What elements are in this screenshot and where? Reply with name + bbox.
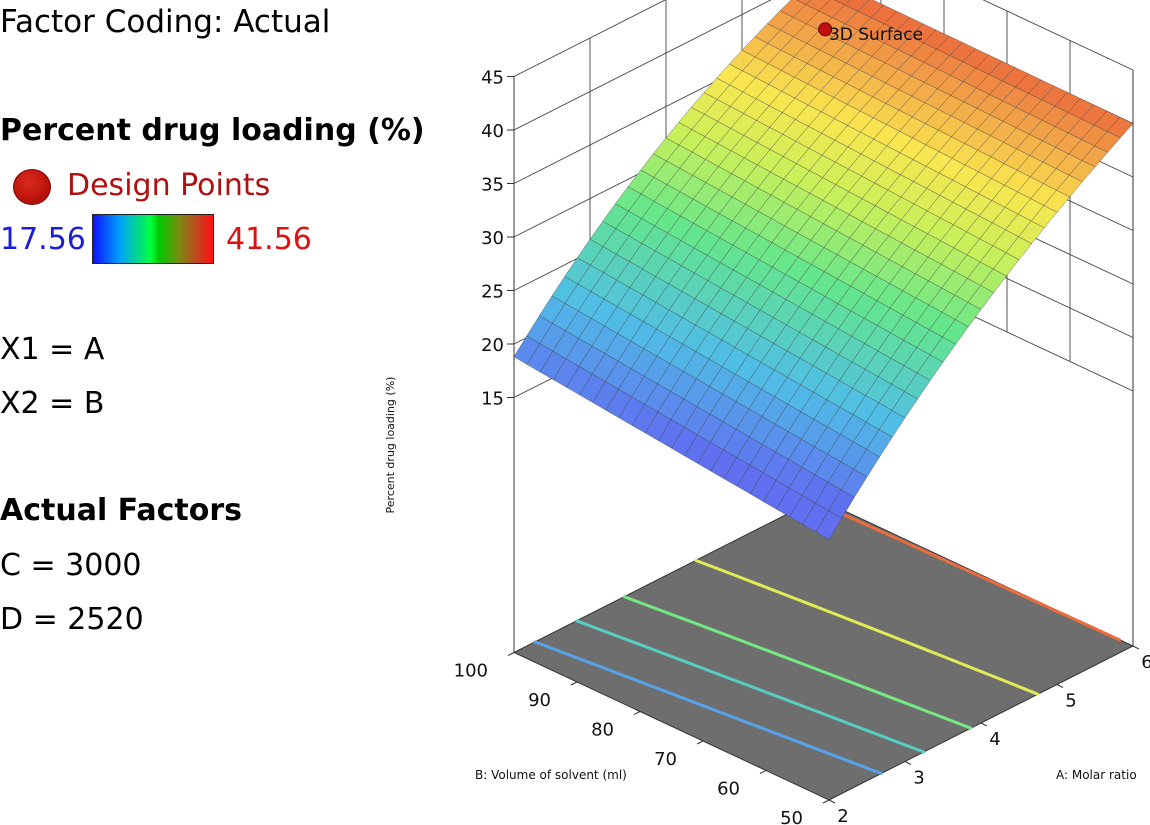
z-tick-label: 40 [481,121,504,142]
chart-title: 3D Surface [829,25,923,45]
b-tick-label: 70 [654,749,677,770]
a-tick-label: 6 [1141,652,1150,673]
design-point [818,22,833,37]
b-axis-label: B: Volume of solvent (ml) [475,768,627,782]
contour-line [533,640,883,776]
a-tick [980,722,988,727]
color-scale-max: 41.56 [226,222,312,257]
z-tick-label: 45 [481,68,504,89]
x2-mapping: X2 = B [0,386,105,421]
b-tick-label: 50 [780,808,803,825]
z-tick-label: 15 [481,389,504,410]
b-tick-label: 90 [528,690,551,711]
design-point-marker-icon [13,169,51,205]
b-tick [633,711,641,715]
z-tick-label: 20 [481,335,504,356]
response-name: Percent drug loading (%) [0,113,425,148]
a-tick-label: 2 [837,806,848,825]
surface-patch [815,510,843,540]
color-scale-bar [92,214,214,264]
x1-mapping: X1 = A [0,332,105,367]
color-scale-min: 17.56 [0,222,86,257]
z-axis-label: Percent drug loading (%) [384,377,397,514]
a-tick [1132,645,1140,650]
b-tick [507,652,515,656]
wall-gridline [982,0,1134,71]
contour-line [622,595,973,730]
design-points-label: Design Points [67,168,271,203]
a-tick [904,761,912,765]
factor-coding-label: Factor Coding: Actual [0,4,331,40]
b-tick [759,770,767,774]
wall-gridline [513,0,772,131]
b-tick [822,799,830,804]
a-tick [828,799,836,804]
wall-gridline [513,0,667,77]
a-tick [1056,684,1064,688]
b-tick [570,681,578,686]
b-tick [696,740,704,745]
a-tick-label: 5 [1065,691,1076,712]
z-tick-label: 25 [481,282,504,303]
b-tick-label: 80 [591,720,614,741]
floor [512,497,1135,801]
a-tick-label: 4 [989,729,1000,750]
z-tick-label: 30 [481,228,504,249]
z-tick-label: 35 [481,175,504,196]
a-axis-label: A: Molar ratio [1056,768,1137,782]
design-points [818,22,833,37]
floor-plane [512,497,1135,801]
response-surface [513,0,1134,540]
actual-factors-title: Actual Factors [0,493,243,528]
floor-contours [533,499,1122,776]
factor-d-value: D = 2520 [0,602,144,637]
b-tick-label: 60 [717,779,740,800]
axes [507,70,1140,804]
contour-line [694,558,1040,696]
factor-c-value: C = 3000 [0,548,142,583]
contour-line [575,619,926,754]
contour-line [811,499,1122,642]
b-tick-label: 100 [454,661,488,682]
a-tick-label: 3 [913,768,924,789]
